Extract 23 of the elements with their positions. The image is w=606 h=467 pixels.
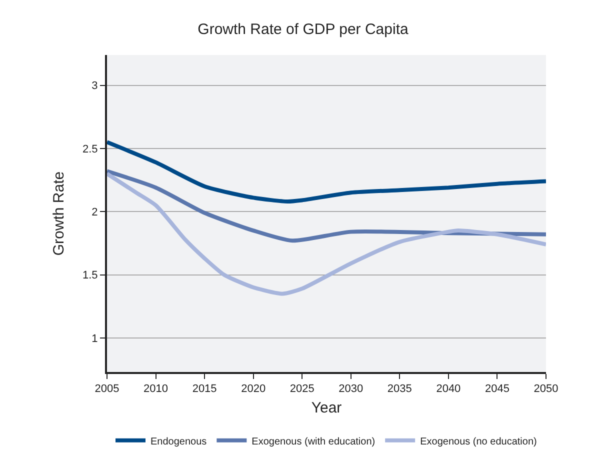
legend-label: Exogenous (with education) (252, 436, 376, 448)
y-tick-label: 1.5 (82, 270, 98, 282)
y-tick-label: 1 (92, 332, 98, 345)
x-tick-label: 2035 (387, 383, 412, 396)
y-tick-label: 3 (92, 80, 98, 92)
legend-label: Endogenous (150, 436, 207, 448)
x-tick-label: 2005 (94, 383, 120, 396)
x-tick-label: 2010 (144, 383, 168, 396)
legend-label: Exogenous (no education) (420, 436, 537, 448)
x-tick-label: 2025 (290, 383, 314, 396)
x-tick-label: 2040 (436, 383, 461, 396)
line-series (107, 172, 546, 296)
y-tick-label: 2 (92, 206, 98, 218)
chart-title: Growth Rate of GDP per Capita (198, 20, 409, 38)
x-tick-label: 2030 (338, 383, 364, 396)
x-axis-title: Year (311, 400, 342, 417)
y-axis-title: Growth Rate (50, 171, 68, 256)
x-tick-label: 2015 (192, 383, 217, 396)
x-tick-label: 2045 (484, 383, 510, 396)
x-tick-label: 2020 (241, 383, 266, 396)
y-tick-label: 2.5 (82, 143, 98, 156)
line-series (107, 140, 546, 204)
x-tick-label: 2050 (534, 383, 558, 396)
